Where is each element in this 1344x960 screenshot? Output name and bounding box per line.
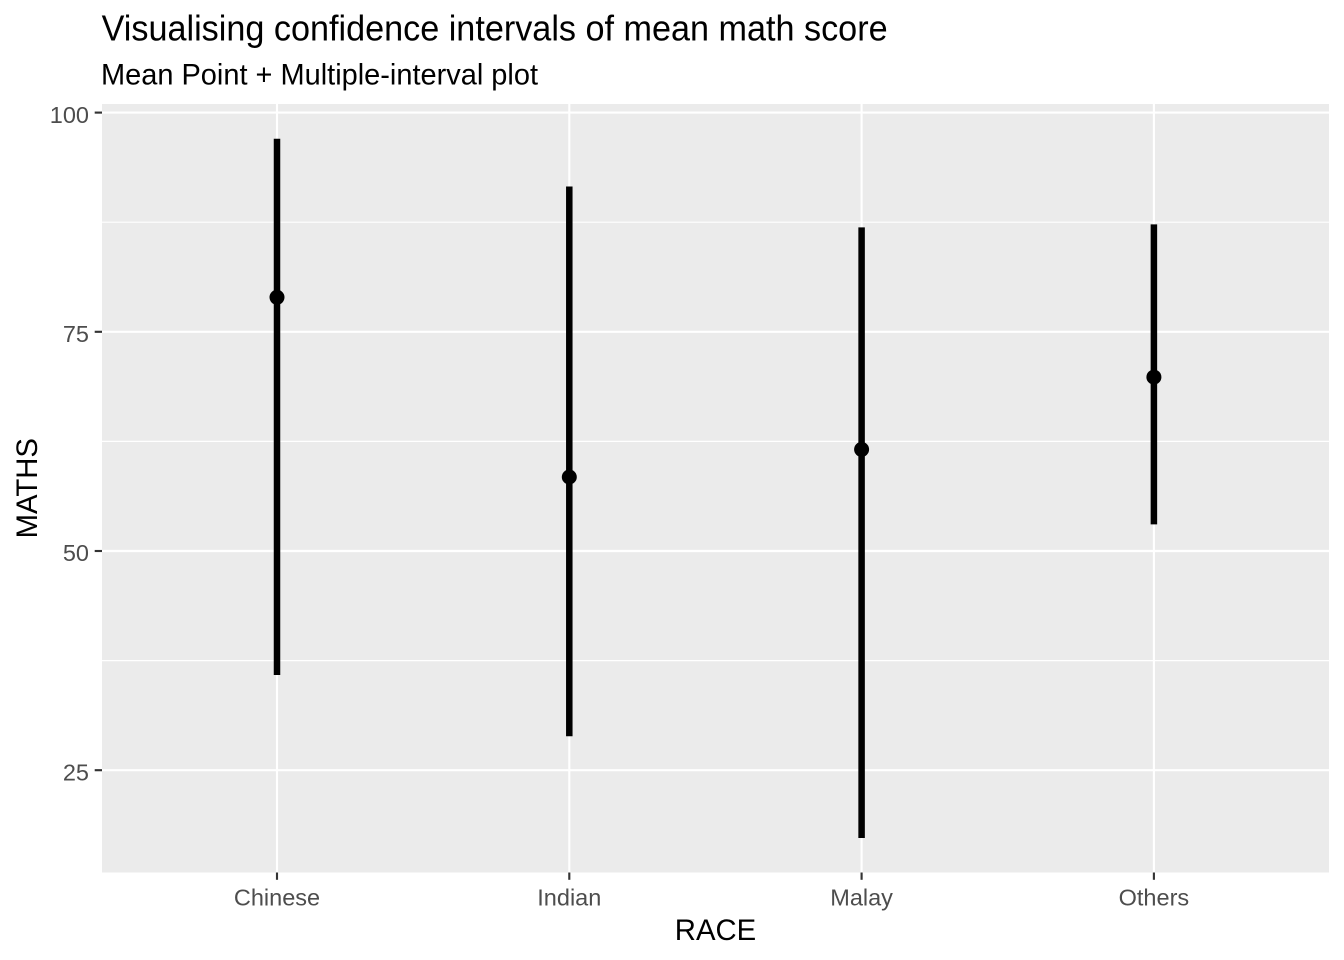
svg-text:Malay: Malay [830, 884, 893, 910]
svg-text:100: 100 [50, 102, 89, 128]
svg-text:Indian: Indian [537, 884, 601, 910]
svg-text:Visualising confidence interva: Visualising confidence intervals of mean… [102, 9, 888, 49]
svg-text:Others: Others [1119, 884, 1190, 910]
svg-text:RACE: RACE [675, 914, 756, 947]
svg-text:Mean Point + Multiple-interval: Mean Point + Multiple-interval plot [101, 59, 539, 92]
svg-text:MATHS: MATHS [11, 438, 44, 538]
svg-text:50: 50 [63, 540, 89, 566]
svg-text:Chinese: Chinese [234, 884, 320, 910]
svg-text:75: 75 [63, 321, 89, 347]
svg-text:25: 25 [63, 759, 89, 785]
